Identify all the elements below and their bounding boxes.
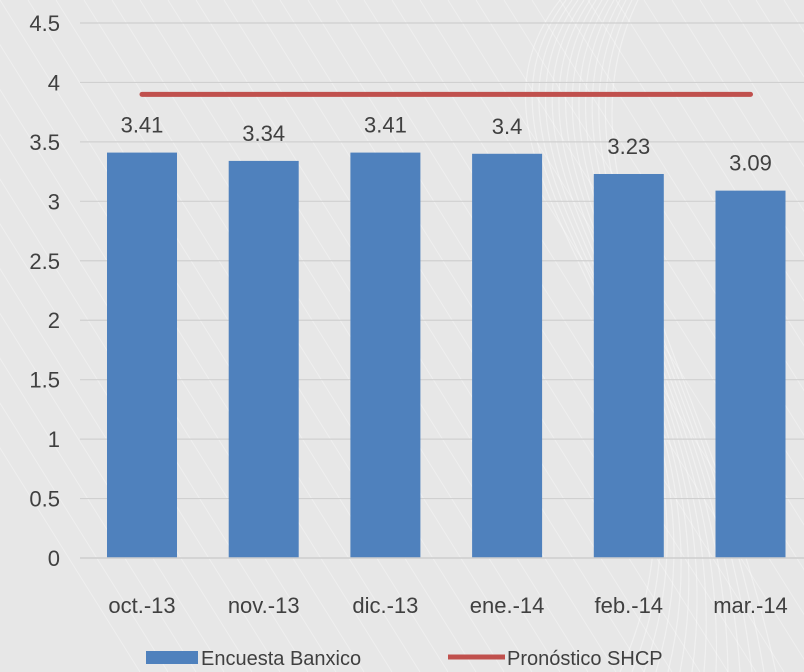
y-axis: 0 0.5 1 1.5 2 2.5 3 3.5 4 4.5 (29, 11, 60, 571)
bar (228, 160, 299, 558)
background-stroke (643, 0, 804, 257)
y-tick-label: 1.5 (29, 368, 60, 393)
background-stroke (587, 0, 804, 347)
y-tick-label: 1 (48, 427, 60, 452)
y-tick-label: 0.5 (29, 487, 60, 512)
background-stroke (0, 178, 309, 672)
data-label: 3.41 (364, 113, 407, 138)
x-tick-label: mar.-14 (713, 593, 788, 618)
background-stroke (0, 267, 253, 672)
background-stroke (615, 0, 804, 302)
x-tick-label: oct.-13 (108, 593, 175, 618)
y-tick-label: 3 (48, 189, 60, 214)
y-tick-label: 4 (48, 70, 60, 95)
background-stroke (727, 0, 804, 123)
y-tick-label: 3.5 (29, 130, 60, 155)
background-stroke (363, 0, 785, 672)
y-tick-label: 0 (48, 546, 60, 571)
bar (593, 173, 664, 558)
bars (107, 152, 786, 559)
background-stroke (0, 447, 141, 672)
data-labels: 3.41 3.34 3.41 3.4 3.23 3.09 (121, 113, 772, 176)
data-label: 3.4 (492, 114, 523, 139)
background-stroke (0, 402, 169, 672)
background-stroke (0, 223, 281, 672)
legend: Encuesta Banxico Pronóstico SHCP (146, 648, 663, 670)
background-stroke (503, 0, 804, 481)
bar (350, 152, 421, 559)
background-stroke (0, 43, 393, 672)
background-stroke (223, 0, 645, 672)
x-tick-label: nov.-13 (228, 593, 300, 618)
data-label: 3.34 (242, 121, 285, 146)
legend-label-bar: Encuesta Banxico (201, 648, 361, 670)
y-tick-label: 4.5 (29, 11, 60, 36)
background-stroke (111, 0, 533, 672)
legend-swatch-bar (146, 651, 198, 664)
background-stroke (783, 0, 804, 33)
background-stroke (0, 0, 420, 672)
bar (107, 152, 177, 559)
x-tick-label: ene.-14 (470, 593, 545, 618)
background-stroke (0, 312, 225, 672)
data-label: 3.09 (729, 151, 772, 176)
y-tick-label: 2 (48, 308, 60, 333)
data-label: 3.23 (607, 134, 650, 159)
background-stroke (335, 0, 757, 672)
bar (715, 190, 786, 558)
background-stroke (0, 357, 197, 672)
background-stroke (251, 0, 673, 672)
bar (472, 153, 543, 558)
x-tick-label: feb.-14 (595, 593, 664, 618)
background-stroke (699, 0, 804, 168)
data-label: 3.41 (121, 113, 164, 138)
x-tick-label: dic.-13 (352, 593, 418, 618)
gridlines (80, 22, 804, 559)
background-stroke (475, 0, 804, 526)
y-tick-label: 2.5 (29, 249, 60, 274)
background-stroke (671, 0, 804, 213)
background-stroke (139, 0, 561, 672)
x-axis: oct.-13 nov.-13 dic.-13 ene.-14 feb.-14 mar.-… (80, 557, 804, 618)
legend-label-line: Pronóstico SHCP (507, 648, 663, 670)
